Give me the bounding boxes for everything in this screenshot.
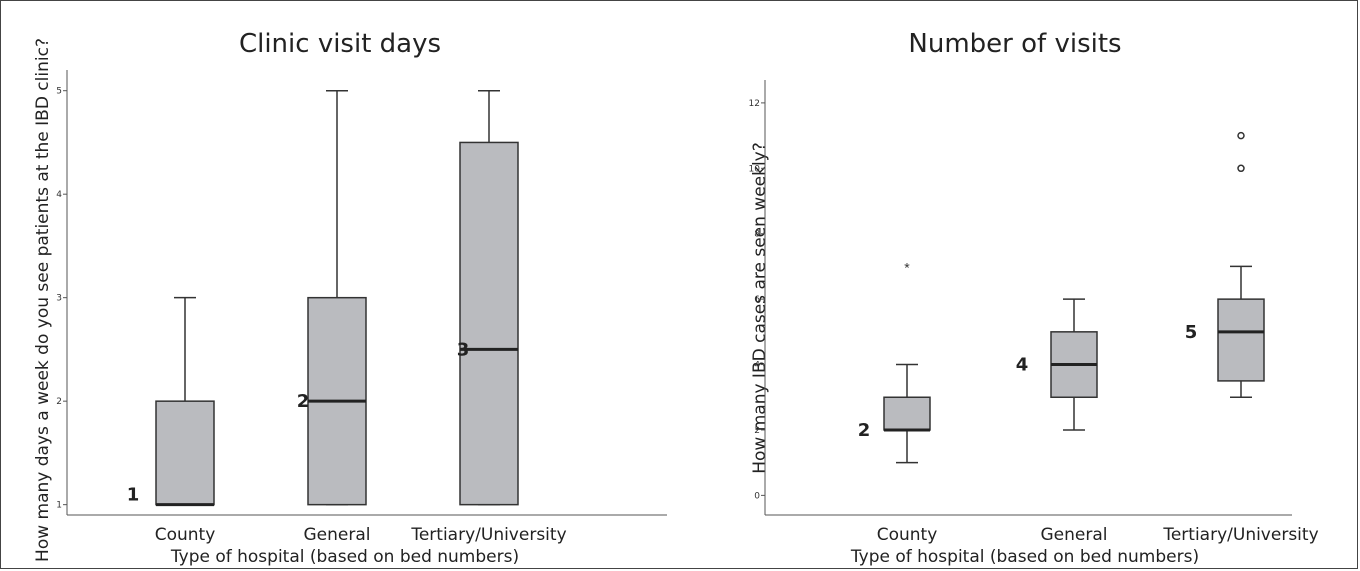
y-tick-label: 5	[56, 87, 62, 97]
y-ticks: 1 2 3 4 5	[56, 87, 67, 511]
box-county	[155, 296, 215, 507]
axes	[764, 80, 1292, 516]
extreme-point: *	[904, 259, 910, 275]
x-tick-label: General	[1041, 525, 1108, 545]
x-tick-label: Tertiary/University	[1162, 525, 1318, 545]
y-ticks: 0 2 4 6 8 10 12	[749, 99, 765, 501]
y-axis-label: How many IBD cases are seen weekly?	[750, 142, 770, 474]
box-general	[1050, 298, 1098, 431]
y-tick-label: 3	[56, 294, 62, 304]
chart-clinic-visit-days: Clinic visit days How many days a week d…	[33, 29, 667, 567]
median-annotation: 3	[457, 339, 470, 360]
x-axis-label: Type of hospital (based on bed numbers)	[170, 547, 519, 567]
y-tick-label: 4	[56, 190, 62, 200]
outlier-point	[1237, 164, 1245, 173]
iqr-box	[459, 141, 519, 506]
boxes	[155, 89, 519, 507]
y-tick-label: 6	[754, 295, 760, 305]
median-annotation: 5	[1185, 322, 1198, 343]
x-tick-label: Tertiary/University	[410, 525, 566, 545]
outlier-point	[1237, 131, 1245, 140]
chart-number-of-visits: Number of visits How many IBD cases are …	[749, 29, 1319, 567]
box-annotations: 2 4 5	[858, 322, 1198, 441]
median-annotation: 2	[297, 391, 310, 412]
chart-title: Number of visits	[908, 29, 1121, 59]
median-annotation: 2	[858, 420, 871, 441]
iqr-box	[1217, 298, 1265, 382]
axes	[66, 70, 667, 516]
boxes: *	[883, 131, 1265, 464]
box-general	[307, 89, 367, 506]
iqr-box	[155, 400, 215, 506]
category-labels: County General Tertiary/University	[877, 525, 1319, 545]
y-tick-label: 2	[56, 397, 62, 407]
iqr-box	[883, 396, 931, 431]
y-tick-label: 10	[749, 164, 761, 174]
y-axis-label: How many days a week do you see patients…	[33, 38, 53, 562]
x-tick-label: County	[155, 525, 216, 545]
y-tick-label: 2	[754, 426, 760, 436]
median-annotation: 4	[1016, 355, 1029, 376]
y-tick-label: 12	[749, 99, 760, 109]
box-tertiary-university	[459, 89, 519, 506]
chart-title: Clinic visit days	[239, 29, 441, 59]
y-tick-label: 4	[754, 361, 760, 371]
median-annotation: 1	[127, 485, 140, 506]
x-tick-label: General	[304, 525, 371, 545]
x-axis-label: Type of hospital (based on bed numbers)	[850, 547, 1199, 567]
category-labels: County General Tertiary/University	[155, 525, 567, 545]
box-county: *	[883, 259, 931, 464]
y-tick-label: 0	[754, 491, 760, 501]
y-tick-label: 1	[56, 501, 62, 511]
y-tick-label: 8	[754, 230, 760, 240]
box-annotations: 1 2 3	[127, 339, 470, 505]
x-tick-label: County	[877, 525, 938, 545]
box-tertiary-university	[1217, 131, 1265, 399]
